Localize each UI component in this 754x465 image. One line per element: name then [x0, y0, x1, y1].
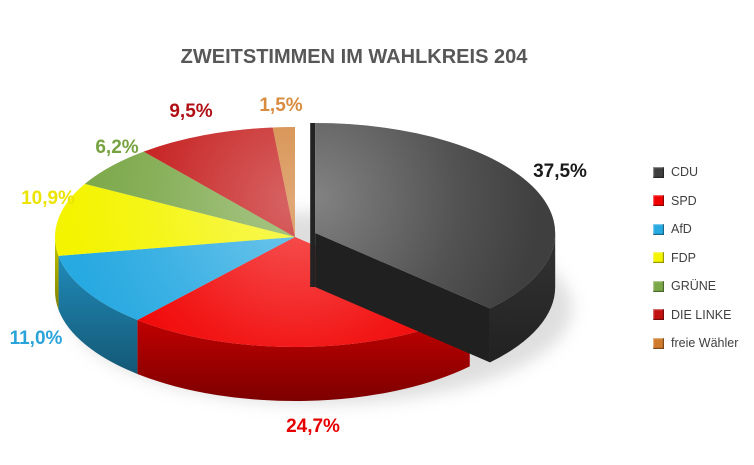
legend-swatch-icon: [653, 195, 664, 207]
legend-label: AfD: [671, 222, 692, 237]
legend-item-CDU: CDU: [653, 158, 738, 187]
chart-title: ZWEITSTIMMEN IM WAHLKREIS 204: [180, 46, 528, 68]
slice-value-label-FDP: 10,9%: [21, 188, 75, 209]
legend-label: DIE LINKE: [671, 307, 732, 322]
pie-slice-sheen-freie Wähler: [272, 127, 295, 237]
legend-label: freie Wähler: [671, 336, 739, 351]
slice-value-label-GRÜNE: 6,2%: [95, 137, 139, 158]
legend-item-DIE LINKE: DIE LINKE: [653, 301, 738, 330]
legend-item-SPD: SPD: [653, 187, 738, 216]
pie-slice-sheen-AfD: [58, 237, 296, 320]
legend-label: SPD: [671, 193, 697, 208]
pie-slice-wall-SPD: [137, 312, 470, 401]
pie-slice-sheen-CDU: [315, 123, 556, 309]
legend-swatch-icon: [653, 252, 664, 264]
legend-item-FDP: FDP: [653, 244, 738, 273]
legend-item-freie Wähler: freie Wähler: [653, 329, 738, 358]
pie-slice-sheen-FDP: [55, 183, 296, 256]
slice-value-label-CDU: 37,5%: [533, 161, 587, 182]
legend-swatch-icon: [653, 166, 664, 178]
pie-slice-wall-CDU: [489, 233, 556, 363]
legend-item-AfD: AfD: [653, 215, 738, 244]
legend-swatch-icon: [653, 337, 664, 349]
slice-value-label-DIE LINKE: 9,5%: [169, 101, 213, 122]
pie-slice-sheen-DIE LINKE: [143, 127, 295, 237]
legend: CDU SPD AfD FDP GRÜNE DIE LINKE freie Wähler: [653, 158, 738, 358]
legend-item-GRÜNE: GRÜNE: [653, 272, 738, 301]
legend-label: GRÜNE: [671, 279, 717, 294]
slice-value-label-AfD: 11,0%: [9, 328, 63, 349]
slice-value-label-SPD: 24,7%: [286, 416, 340, 437]
pie-slice-cutface-end-CDU: [315, 233, 490, 363]
pie-slice-sheen-GRÜNE: [84, 151, 295, 237]
legend-swatch-icon: [653, 280, 664, 292]
slice-value-label-freie Wähler: 1,5%: [259, 95, 303, 116]
legend-label: CDU: [671, 165, 699, 180]
pie-slice-wall-AfD: [58, 255, 138, 374]
pie-slice-cutface-start-CDU: [310, 123, 316, 288]
pie-slice-sheen-SPD: [137, 237, 470, 347]
pie-slice-wall-FDP: [55, 237, 59, 310]
legend-swatch-icon: [653, 309, 664, 321]
legend-label: FDP: [671, 250, 696, 265]
legend-swatch-icon: [653, 223, 664, 235]
